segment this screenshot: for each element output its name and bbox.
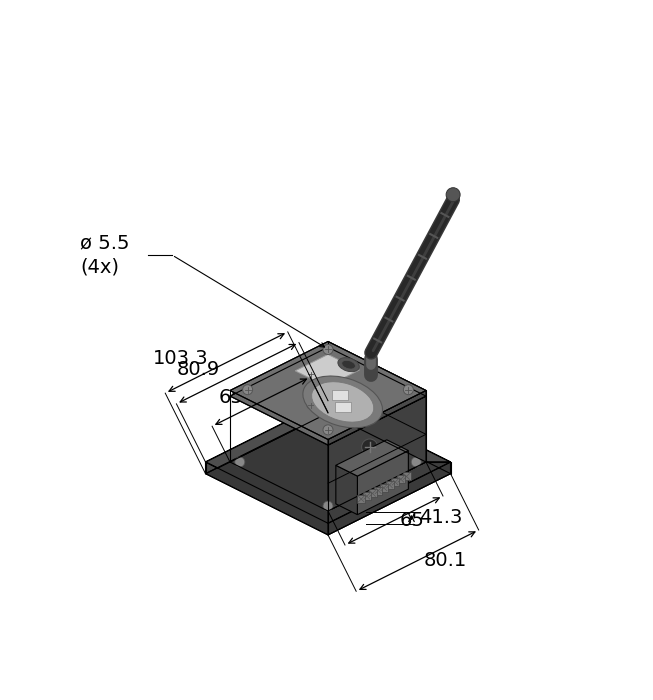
Polygon shape (328, 462, 451, 524)
Polygon shape (336, 440, 408, 476)
Bar (391, 478, 399, 486)
Polygon shape (206, 412, 451, 535)
Circle shape (323, 413, 333, 423)
Polygon shape (328, 347, 426, 462)
Ellipse shape (311, 382, 374, 422)
Bar (402, 473, 411, 480)
Circle shape (323, 425, 333, 435)
Text: 65: 65 (400, 511, 425, 530)
Text: 41.3: 41.3 (419, 508, 463, 527)
Bar (397, 475, 405, 483)
Circle shape (235, 457, 245, 467)
Polygon shape (295, 354, 359, 386)
Polygon shape (230, 347, 426, 445)
Circle shape (446, 188, 460, 202)
Circle shape (323, 344, 333, 354)
Circle shape (404, 385, 413, 395)
Bar (380, 484, 388, 491)
Circle shape (307, 370, 315, 378)
Bar (363, 492, 371, 500)
Ellipse shape (338, 358, 359, 372)
Polygon shape (206, 400, 328, 468)
Text: 103.3: 103.3 (153, 349, 208, 368)
Polygon shape (357, 451, 408, 514)
Ellipse shape (342, 360, 355, 369)
Polygon shape (336, 466, 357, 514)
Polygon shape (328, 462, 451, 535)
Circle shape (411, 457, 421, 467)
Bar (357, 495, 365, 503)
Bar (385, 481, 394, 489)
Circle shape (362, 439, 377, 455)
Text: 80.1: 80.1 (423, 551, 467, 570)
Polygon shape (230, 342, 426, 440)
Circle shape (307, 401, 315, 409)
Polygon shape (328, 396, 426, 511)
Polygon shape (328, 400, 451, 474)
Text: ø 5.5
(4x): ø 5.5 (4x) (80, 234, 129, 276)
Bar (374, 486, 382, 495)
Polygon shape (328, 400, 451, 462)
Ellipse shape (303, 376, 383, 428)
Circle shape (323, 501, 333, 511)
Text: 65: 65 (218, 389, 243, 407)
Bar (368, 489, 377, 498)
Circle shape (243, 385, 253, 395)
Polygon shape (328, 391, 426, 445)
Text: 80.9: 80.9 (176, 360, 219, 379)
Bar (332, 390, 348, 400)
Bar (335, 402, 351, 412)
Polygon shape (328, 342, 426, 396)
Polygon shape (206, 400, 328, 474)
